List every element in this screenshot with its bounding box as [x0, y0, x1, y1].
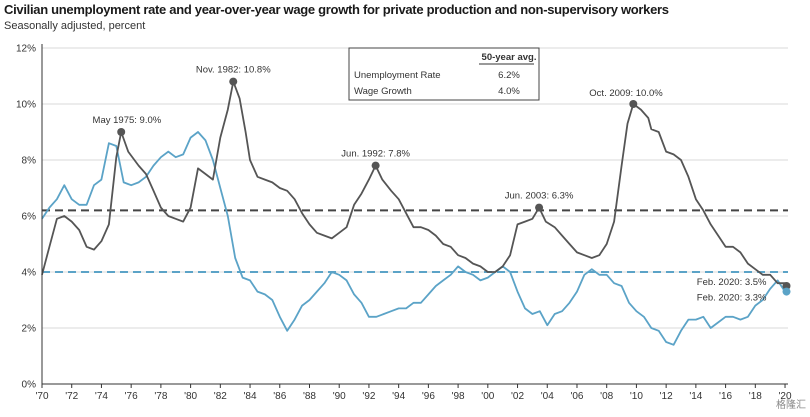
x-tick-label: '04: [541, 391, 554, 402]
annotation-label: Jun. 1992: 7.8%: [341, 149, 410, 160]
annotation-label: Feb. 2020: 3.5%: [697, 277, 767, 288]
x-tick-label: '16: [719, 391, 732, 402]
x-tick-label: '92: [362, 391, 375, 402]
x-tick-label: '98: [452, 391, 465, 402]
x-tick-label: '08: [600, 391, 613, 402]
annotation-marker: [229, 77, 238, 86]
x-tick-label: '96: [422, 391, 435, 402]
x-tick-label: '94: [392, 391, 405, 402]
y-tick-label: 2%: [22, 324, 37, 335]
annotation-label: Nov. 1982: 10.8%: [196, 65, 271, 76]
x-tick-label: '82: [214, 391, 227, 402]
y-tick-label: 10%: [16, 100, 36, 111]
y-tick-label: 12%: [16, 44, 36, 55]
series-lines: [41, 80, 788, 346]
y-tick-label: 8%: [22, 156, 37, 167]
x-tick-label: '10: [630, 391, 643, 402]
annotation-label: Oct. 2009: 10.0%: [589, 88, 663, 99]
y-tick-label: 4%: [22, 268, 37, 279]
x-tick-label: '72: [65, 391, 78, 402]
legend-header: 50-year avg.: [482, 52, 537, 63]
annotation-label: Feb. 2020: 3.3%: [697, 293, 767, 304]
annotation-marker: [117, 128, 126, 136]
x-tick-label: '88: [303, 391, 316, 402]
legend-row-label: Wage Growth: [354, 86, 412, 97]
x-tick-label: '76: [125, 391, 138, 402]
annotation-label: Jun. 2003: 6.3%: [505, 191, 574, 202]
wage-growth-line: [41, 131, 787, 346]
x-tick-label: '20: [779, 391, 792, 402]
chart-title: Civilian unemployment rate and year-over…: [4, 2, 669, 17]
x-tick-label: '80: [184, 391, 197, 402]
legend-frame: [348, 47, 540, 101]
legend-row-label: Unemployment Rate: [354, 70, 441, 81]
legend-row-value: 4.0%: [498, 86, 520, 97]
legend-row-value: 6.2%: [498, 70, 520, 81]
x-tick-label: '00: [481, 391, 494, 402]
annotations: May 1975: 9.0% Nov. 1982: 10.8% Jun. 1992:…: [93, 65, 791, 304]
x-tick-label: '14: [689, 391, 702, 402]
x-tick-label: '74: [95, 391, 108, 402]
x-tick-label: '70: [35, 391, 48, 402]
annotation-marker: [535, 203, 544, 212]
annotation-marker: [782, 282, 791, 290]
y-tick-label: 0%: [22, 380, 37, 391]
x-tick-label: '84: [244, 391, 257, 402]
legend-box: 50-year avg. Unemployment Rate 6.2% Wage Gr…: [348, 47, 540, 101]
annotation-marker: [782, 287, 791, 296]
annotation-label: May 1975: 9.0%: [93, 115, 162, 126]
axes: 0% 2% 4% 6% 8% 10% 12% '70 '72 '74 '76 '78 '80 '82 '84…: [16, 44, 792, 403]
x-tick-label: '18: [749, 391, 762, 402]
unemployment-rate-line: [41, 80, 788, 287]
annotation-marker: [629, 100, 638, 108]
average-lines: [42, 209, 788, 273]
annotation-marker: [371, 161, 380, 170]
chart-subtitle: Seasonally adjusted, percent: [4, 20, 146, 32]
x-tick-label: '86: [273, 391, 286, 402]
x-tick-label: '78: [154, 391, 167, 402]
x-tick-label: '12: [660, 391, 673, 402]
x-tick-label: '90: [333, 391, 346, 402]
x-tick-label: '06: [570, 391, 583, 402]
y-tick-label: 6%: [22, 212, 37, 223]
x-tick-label: '02: [511, 391, 524, 402]
watermark: 格隆汇: [776, 400, 806, 411]
